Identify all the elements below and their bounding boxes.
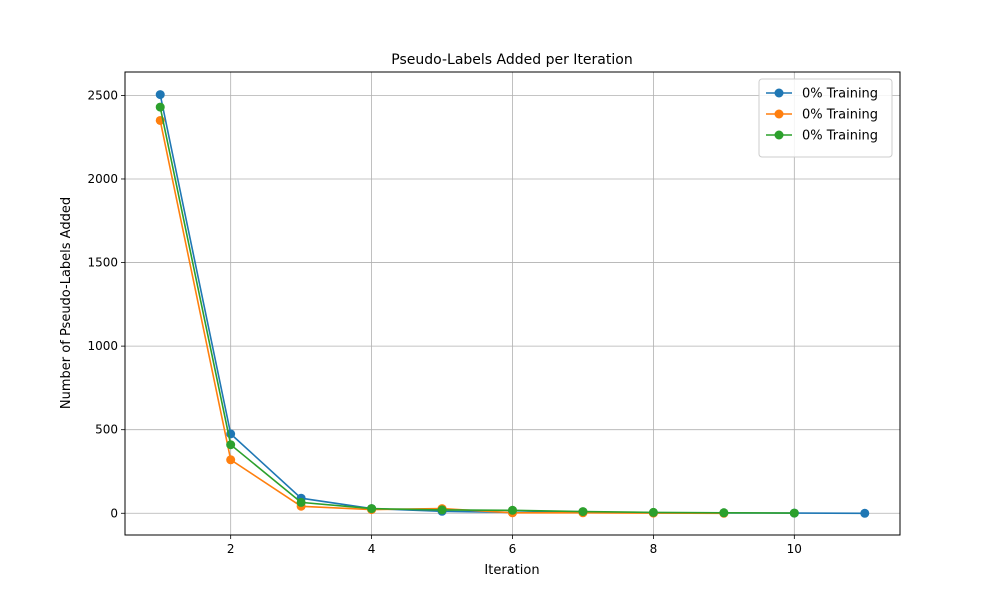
data-point [648,507,658,517]
data-point [719,508,729,518]
legend-item: 0% Training [766,108,878,123]
data-point [226,440,236,450]
data-point [789,508,799,518]
x-tick-label: 4 [368,542,376,556]
series-line [159,106,795,514]
data-point [508,505,517,515]
legend-box [758,78,893,158]
legend-swatch-marker [774,88,784,98]
x-tick-label: 10 [787,542,802,556]
legend-swatch-marker [774,109,784,119]
x-tick-label: 2 [227,542,235,556]
data-point [437,505,447,515]
y-tick-label: 0 [110,506,118,520]
y-tick-label: 1500 [87,256,118,270]
data-point [155,90,165,100]
x-tick-label: 6 [509,542,517,556]
legend-label: 0% Training [802,87,878,102]
y-tick-label: 500 [95,423,118,437]
data-point [226,455,236,465]
series-line [159,120,724,515]
data-point [367,504,377,514]
legend-label: 0% Training [802,129,878,144]
series-group [155,90,870,518]
chart-title: Pseudo-Labels Added per Iteration [391,52,632,68]
x-tick-label: 8 [650,542,658,556]
legend: 0% Training 0% Training 0% Training [758,78,893,158]
data-point [860,508,870,518]
y-tick-label: 2000 [87,172,118,186]
y-tick-label: 2500 [87,88,118,102]
y-axis-label: Number of Pseudo-Labels Added [59,197,74,409]
legend-swatch-marker [774,130,784,140]
legend-label: 0% Training [802,108,878,123]
series-2 [155,115,729,518]
y-tick-label: 1000 [87,339,118,353]
series-3 [155,102,799,518]
axes: 2 4 6 8 10 0 500 1000 1500 2000 2500 [87,88,802,556]
data-point [155,102,165,112]
data-point [578,507,588,517]
legend-item: 0% Training [766,87,878,102]
legend-item: 0% Training [766,129,878,144]
data-point [296,497,306,507]
x-axis-label: Iteration [484,563,539,578]
